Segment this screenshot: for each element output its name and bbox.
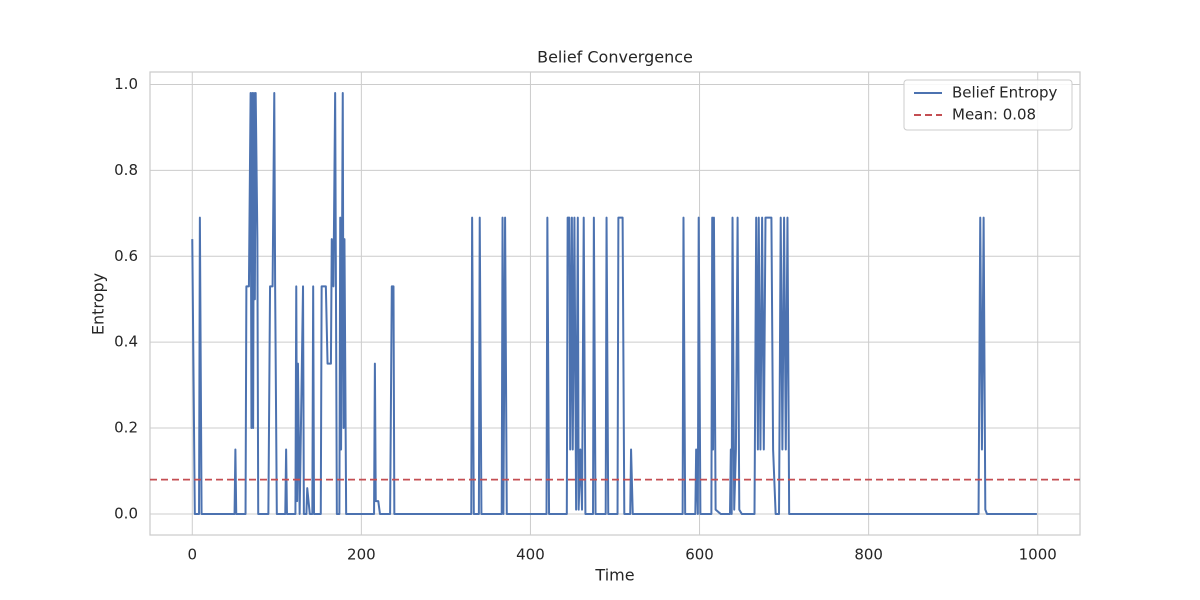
x-tick-label: 600 (685, 546, 714, 564)
y-tick-label: 0.0 (114, 504, 138, 522)
legend-label: Belief Entropy (952, 84, 1058, 102)
y-axis-label: Entropy (89, 273, 108, 335)
x-tick-label: 800 (854, 546, 883, 564)
data-line (191, 92, 1037, 515)
x-tick-label: 0 (187, 546, 197, 564)
legend-box (903, 79, 1073, 131)
chart-title: Belief Convergence (537, 48, 693, 67)
y-tick-label: 0.4 (114, 333, 138, 351)
y-tick-label: 0.6 (114, 247, 138, 265)
plot-frame (149, 71, 1081, 536)
x-tick-label: 400 (516, 546, 545, 564)
y-tick-label: 0.2 (114, 419, 138, 437)
x-tick-label: 1000 (1019, 546, 1057, 564)
y-tick-label: 0.8 (114, 161, 138, 179)
x-axis-label: Time (594, 566, 634, 585)
x-tick-label: 200 (347, 546, 376, 564)
y-tick-label: 1.0 (114, 75, 138, 93)
legend-label: Mean: 0.08 (952, 106, 1036, 124)
